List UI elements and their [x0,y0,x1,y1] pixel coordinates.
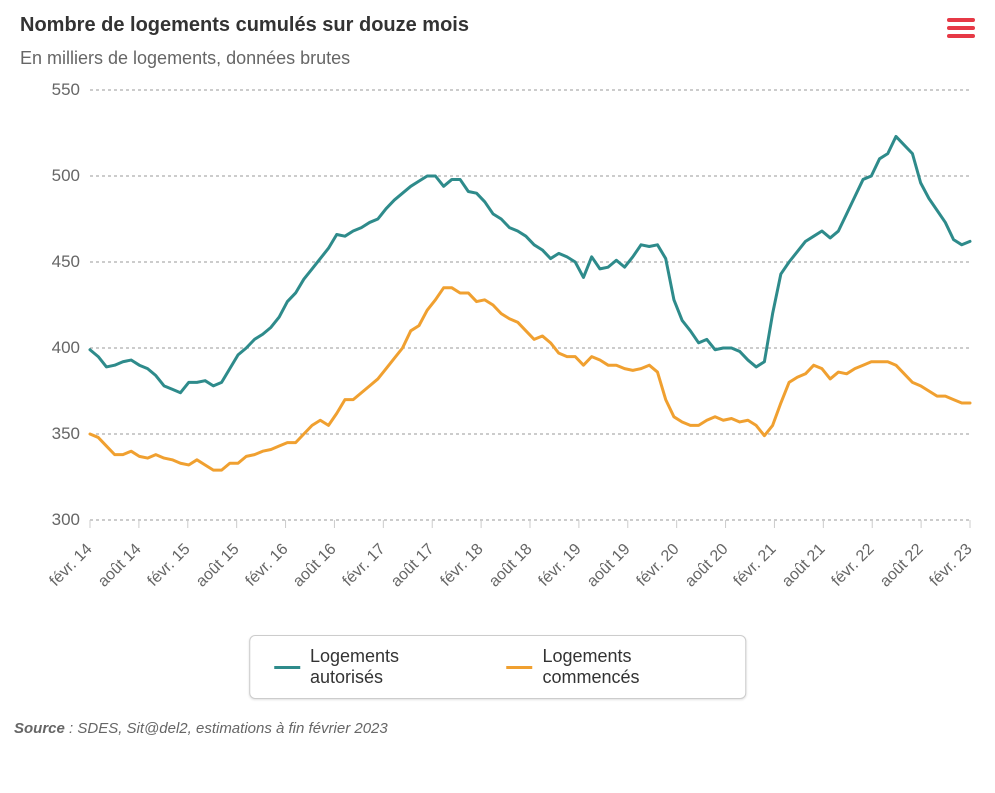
chart-menu-icon[interactable] [947,18,975,38]
legend: Logements autorisés Logements commencés [249,635,747,699]
y-tick-label: 500 [35,166,80,186]
y-tick-label: 450 [35,252,80,272]
series-line [90,136,970,392]
y-tick-label: 350 [35,424,80,444]
y-tick-label: 300 [35,510,80,530]
plot-area [90,90,970,520]
chart-title: Nombre de logements cumulés sur douze mo… [20,14,469,37]
source-label: Source [14,720,65,737]
y-tick-label: 550 [35,80,80,100]
legend-swatch [506,666,532,669]
legend-item[interactable]: Logements commencés [506,646,721,688]
legend-item[interactable]: Logements autorisés [274,646,467,688]
legend-swatch [274,666,300,669]
legend-label: Logements commencés [542,646,721,688]
y-tick-label: 400 [35,338,80,358]
chart-subtitle: En milliers de logements, données brutes [20,48,350,69]
legend-label: Logements autorisés [310,646,466,688]
source-text: : SDES, Sit@del2, estimations à fin févr… [65,720,388,737]
chart-source: Source : SDES, Sit@del2, estimations à f… [14,720,388,737]
